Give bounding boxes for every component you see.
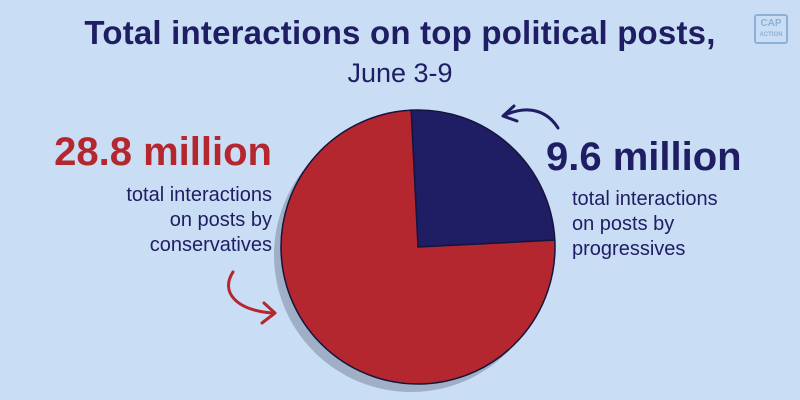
progressives-arrow-head: [501, 104, 519, 123]
progressives-desc-line: total interactions: [572, 188, 718, 210]
logo-top-text: CAP: [760, 18, 782, 29]
conservatives-desc-line: total interactions: [126, 184, 272, 206]
conservatives-desc-line: on posts by: [169, 209, 272, 231]
pie-slice-progressives: [410, 109, 556, 248]
logo-bottom-text: ACTION: [759, 32, 783, 38]
conservatives-arrow: [227, 270, 274, 315]
progressives-arrow: [503, 108, 560, 130]
cap-action-logo: CAP ACTION: [754, 14, 788, 44]
conservatives-arrow-head: [260, 301, 277, 325]
pie-slice-conservatives: [280, 109, 556, 385]
chart-subtitle: June 3-9: [347, 58, 453, 88]
chart-title: Total interactions on top political post…: [84, 14, 716, 51]
progressives-desc-line: progressives: [572, 238, 686, 260]
conservatives-description: total interactions on posts by conservat…: [50, 183, 272, 258]
conservatives-value: 28.8 million: [54, 130, 272, 174]
progressives-description: total interactions on posts by progressi…: [572, 187, 792, 262]
progressives-value: 9.6 million: [546, 135, 742, 179]
conservatives-desc-line: conservatives: [149, 234, 272, 256]
progressives-desc-line: on posts by: [572, 213, 675, 235]
